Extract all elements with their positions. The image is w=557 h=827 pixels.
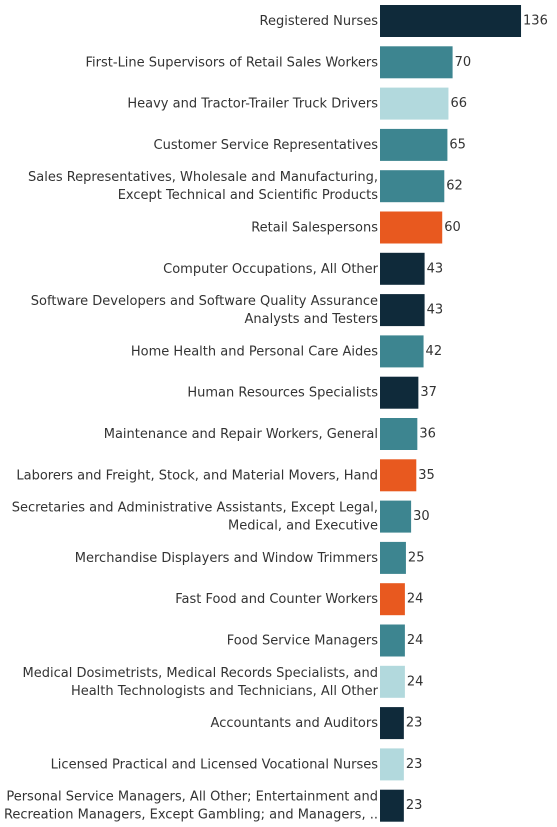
- bar: [380, 211, 443, 244]
- value-label: 24: [407, 633, 424, 648]
- category-label: Computer Occupations, All Other: [163, 261, 378, 276]
- category-label: Human Resources Specialists: [187, 385, 378, 400]
- category-label: Registered Nurses: [260, 14, 379, 29]
- value-label: 66: [450, 96, 467, 111]
- bar: [380, 128, 448, 161]
- bar: [380, 748, 404, 781]
- category-label: Licensed Practical and Licensed Vocation…: [51, 757, 379, 772]
- category-label: Medical Dosimetrists, Medical Records Sp…: [23, 665, 379, 698]
- category-label: Maintenance and Repair Workers, General: [104, 427, 378, 442]
- value-label: 37: [420, 385, 437, 400]
- bar: [380, 459, 417, 492]
- category-label: Software Developers and Software Quality…: [31, 294, 378, 327]
- category-label: Home Health and Personal Care Aides: [131, 344, 378, 359]
- category-label: Customer Service Representatives: [154, 137, 379, 152]
- bar: [380, 252, 425, 285]
- value-label: 36: [419, 427, 436, 442]
- value-label: 23: [406, 798, 423, 813]
- bar: [380, 707, 404, 740]
- category-label: Sales Representatives, Wholesale and Man…: [28, 170, 378, 203]
- bar: [380, 500, 412, 533]
- value-label: 24: [407, 592, 424, 607]
- category-label: Fast Food and Counter Workers: [175, 592, 378, 607]
- category-label: Secretaries and Administrative Assistant…: [12, 500, 378, 533]
- bar: [380, 87, 449, 120]
- bar: [380, 294, 425, 327]
- bar: [380, 624, 405, 657]
- bar: [380, 335, 424, 368]
- category-label: Personal Service Managers, All Other; En…: [4, 789, 378, 822]
- bar: [380, 376, 419, 409]
- value-label: 43: [427, 261, 444, 276]
- category-label: Accountants and Auditors: [211, 716, 379, 731]
- value-label: 25: [408, 550, 425, 565]
- category-label: Merchandise Displayers and Window Trimme…: [75, 550, 378, 565]
- bar: [380, 665, 405, 698]
- bar: [380, 541, 406, 574]
- category-label: Food Service Managers: [227, 633, 378, 648]
- bar: [380, 418, 418, 450]
- category-label: Heavy and Tractor-Trailer Truck Drivers: [127, 96, 378, 111]
- bar: [380, 5, 522, 37]
- bar: [380, 583, 405, 616]
- bar: [380, 170, 445, 203]
- value-label: 24: [407, 674, 424, 689]
- value-label: 60: [444, 220, 461, 235]
- value-label: 65: [449, 137, 466, 152]
- category-label: Laborers and Freight, Stock, and Materia…: [16, 468, 378, 483]
- value-label: 30: [413, 509, 430, 524]
- value-label: 70: [455, 55, 472, 70]
- bar: [380, 789, 404, 822]
- value-label: 62: [446, 179, 463, 194]
- bar: [380, 46, 453, 79]
- value-label: 35: [418, 468, 435, 483]
- value-label: 43: [427, 303, 444, 318]
- value-label: 136: [523, 14, 548, 29]
- value-label: 42: [426, 344, 443, 359]
- value-label: 23: [406, 757, 423, 772]
- category-label: Retail Salespersons: [251, 220, 378, 235]
- value-label: 23: [406, 716, 423, 731]
- category-label: First-Line Supervisors of Retail Sales W…: [86, 55, 379, 70]
